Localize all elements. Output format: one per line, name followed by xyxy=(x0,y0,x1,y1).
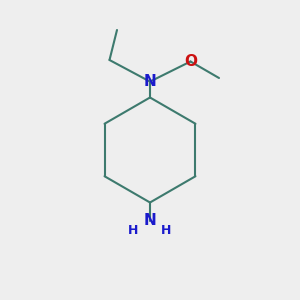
Text: H: H xyxy=(161,224,172,238)
Text: H: H xyxy=(128,224,139,238)
Text: O: O xyxy=(184,54,197,69)
Text: N: N xyxy=(144,74,156,89)
Text: N: N xyxy=(144,213,156,228)
